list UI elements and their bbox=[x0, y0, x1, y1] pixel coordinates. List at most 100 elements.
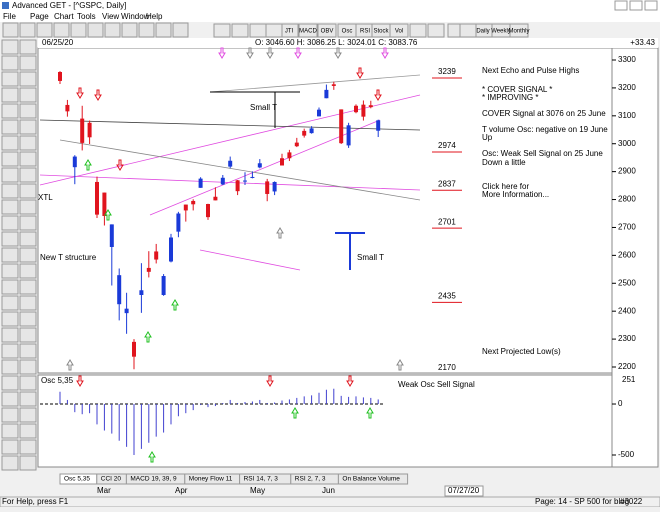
menu-item[interactable]: Window bbox=[121, 12, 150, 21]
palette-button[interactable] bbox=[1, 263, 19, 279]
palette-button[interactable] bbox=[1, 247, 19, 263]
signal-note: T volume Osc: negative on 19 June bbox=[482, 125, 608, 134]
palette-button[interactable] bbox=[19, 263, 37, 279]
palette-button[interactable] bbox=[19, 215, 37, 231]
palette-button[interactable] bbox=[19, 183, 37, 199]
projection-level: 2701 bbox=[438, 217, 456, 226]
palette-button[interactable] bbox=[1, 375, 19, 391]
chart-annotation: Small T bbox=[250, 103, 277, 112]
palette-button[interactable] bbox=[1, 311, 19, 327]
palette-button[interactable] bbox=[1, 183, 19, 199]
window-button[interactable] bbox=[644, 0, 658, 11]
palette-button[interactable] bbox=[19, 247, 37, 263]
menu-item[interactable]: Tools bbox=[77, 12, 96, 21]
tool-icon[interactable] bbox=[53, 22, 70, 38]
toolbar-button[interactable] bbox=[249, 23, 267, 38]
palette-button[interactable] bbox=[1, 231, 19, 247]
palette-button[interactable] bbox=[1, 359, 19, 375]
toolbar-button[interactable] bbox=[317, 23, 337, 38]
palette-button[interactable] bbox=[19, 55, 37, 71]
palette-button[interactable] bbox=[19, 295, 37, 311]
palette-button[interactable] bbox=[1, 439, 19, 455]
palette-button[interactable] bbox=[1, 455, 19, 471]
palette-button[interactable] bbox=[19, 423, 37, 439]
tool-icon[interactable] bbox=[36, 22, 53, 38]
y-tick-label: 2800 bbox=[618, 195, 636, 204]
palette-button[interactable] bbox=[19, 375, 37, 391]
palette-button[interactable] bbox=[19, 39, 37, 55]
toolbar-button[interactable] bbox=[213, 23, 231, 38]
palette-button[interactable] bbox=[19, 455, 37, 471]
candle-body bbox=[309, 128, 314, 134]
palette-button[interactable] bbox=[19, 167, 37, 183]
palette-button[interactable] bbox=[1, 199, 19, 215]
toolbar-button[interactable] bbox=[298, 23, 318, 38]
palette-button[interactable] bbox=[1, 407, 19, 423]
palette-button[interactable] bbox=[19, 119, 37, 135]
toolbar-button[interactable] bbox=[427, 23, 445, 38]
menu-item[interactable]: Chart bbox=[54, 12, 74, 21]
candle-body bbox=[183, 204, 188, 211]
toolbar-button[interactable] bbox=[409, 23, 427, 38]
tool-icon[interactable] bbox=[2, 22, 19, 38]
palette-button[interactable] bbox=[19, 231, 37, 247]
toolbar-button[interactable] bbox=[389, 23, 409, 38]
palette-button[interactable] bbox=[1, 327, 19, 343]
signal-arrow bbox=[294, 47, 302, 59]
candle-body bbox=[124, 308, 129, 314]
tool-icon[interactable] bbox=[138, 22, 155, 38]
tool-icon[interactable] bbox=[104, 22, 121, 38]
tool-icon[interactable] bbox=[19, 22, 36, 38]
menu-item[interactable]: Help bbox=[146, 12, 163, 21]
palette-button[interactable] bbox=[19, 279, 37, 295]
signal-note[interactable]: Click here for bbox=[482, 182, 529, 191]
menu-item[interactable]: File bbox=[3, 12, 16, 21]
toolbar-button[interactable] bbox=[509, 23, 529, 38]
toolbar-button[interactable] bbox=[265, 23, 283, 38]
signal-arrow bbox=[266, 375, 274, 387]
palette-button[interactable] bbox=[1, 279, 19, 295]
palette-button[interactable] bbox=[1, 119, 19, 135]
palette-button[interactable] bbox=[19, 391, 37, 407]
palette-button[interactable] bbox=[1, 167, 19, 183]
tool-icon[interactable] bbox=[172, 22, 189, 38]
palette-button[interactable] bbox=[19, 311, 37, 327]
palette-button[interactable] bbox=[19, 71, 37, 87]
signal-note[interactable]: More Information... bbox=[482, 190, 549, 199]
palette-button[interactable] bbox=[1, 343, 19, 359]
menu-item[interactable]: View bbox=[102, 12, 119, 21]
palette-button[interactable] bbox=[19, 407, 37, 423]
tool-icon[interactable] bbox=[121, 22, 138, 38]
palette-button[interactable] bbox=[1, 423, 19, 439]
toolbar-button[interactable] bbox=[231, 23, 249, 38]
palette-button[interactable] bbox=[19, 343, 37, 359]
tool-icon[interactable] bbox=[70, 22, 87, 38]
palette-button[interactable] bbox=[1, 39, 19, 55]
palette-button[interactable] bbox=[1, 71, 19, 87]
palette-button[interactable] bbox=[1, 391, 19, 407]
toolbar-button[interactable] bbox=[459, 23, 477, 38]
palette-button[interactable] bbox=[19, 439, 37, 455]
palette-button[interactable] bbox=[19, 103, 37, 119]
menu-item[interactable]: Page bbox=[30, 12, 49, 21]
palette-button[interactable] bbox=[19, 87, 37, 103]
palette-button[interactable] bbox=[1, 103, 19, 119]
palette-button[interactable] bbox=[19, 151, 37, 167]
palette-button[interactable] bbox=[1, 295, 19, 311]
window-button[interactable] bbox=[629, 0, 643, 11]
palette-button[interactable] bbox=[1, 87, 19, 103]
palette-button[interactable] bbox=[19, 359, 37, 375]
palette-button[interactable] bbox=[19, 135, 37, 151]
palette-button[interactable] bbox=[1, 215, 19, 231]
palette-button[interactable] bbox=[1, 135, 19, 151]
palette-button[interactable] bbox=[1, 55, 19, 71]
palette-button[interactable] bbox=[19, 199, 37, 215]
palette-button[interactable] bbox=[19, 327, 37, 343]
header-change: +33.43 bbox=[630, 38, 655, 47]
y-tick-label: 2600 bbox=[618, 250, 636, 259]
palette-button[interactable] bbox=[1, 151, 19, 167]
tool-icon[interactable] bbox=[87, 22, 104, 38]
indicator-tab[interactable] bbox=[337, 473, 409, 485]
window-button[interactable] bbox=[614, 0, 628, 11]
tool-icon[interactable] bbox=[155, 22, 172, 38]
